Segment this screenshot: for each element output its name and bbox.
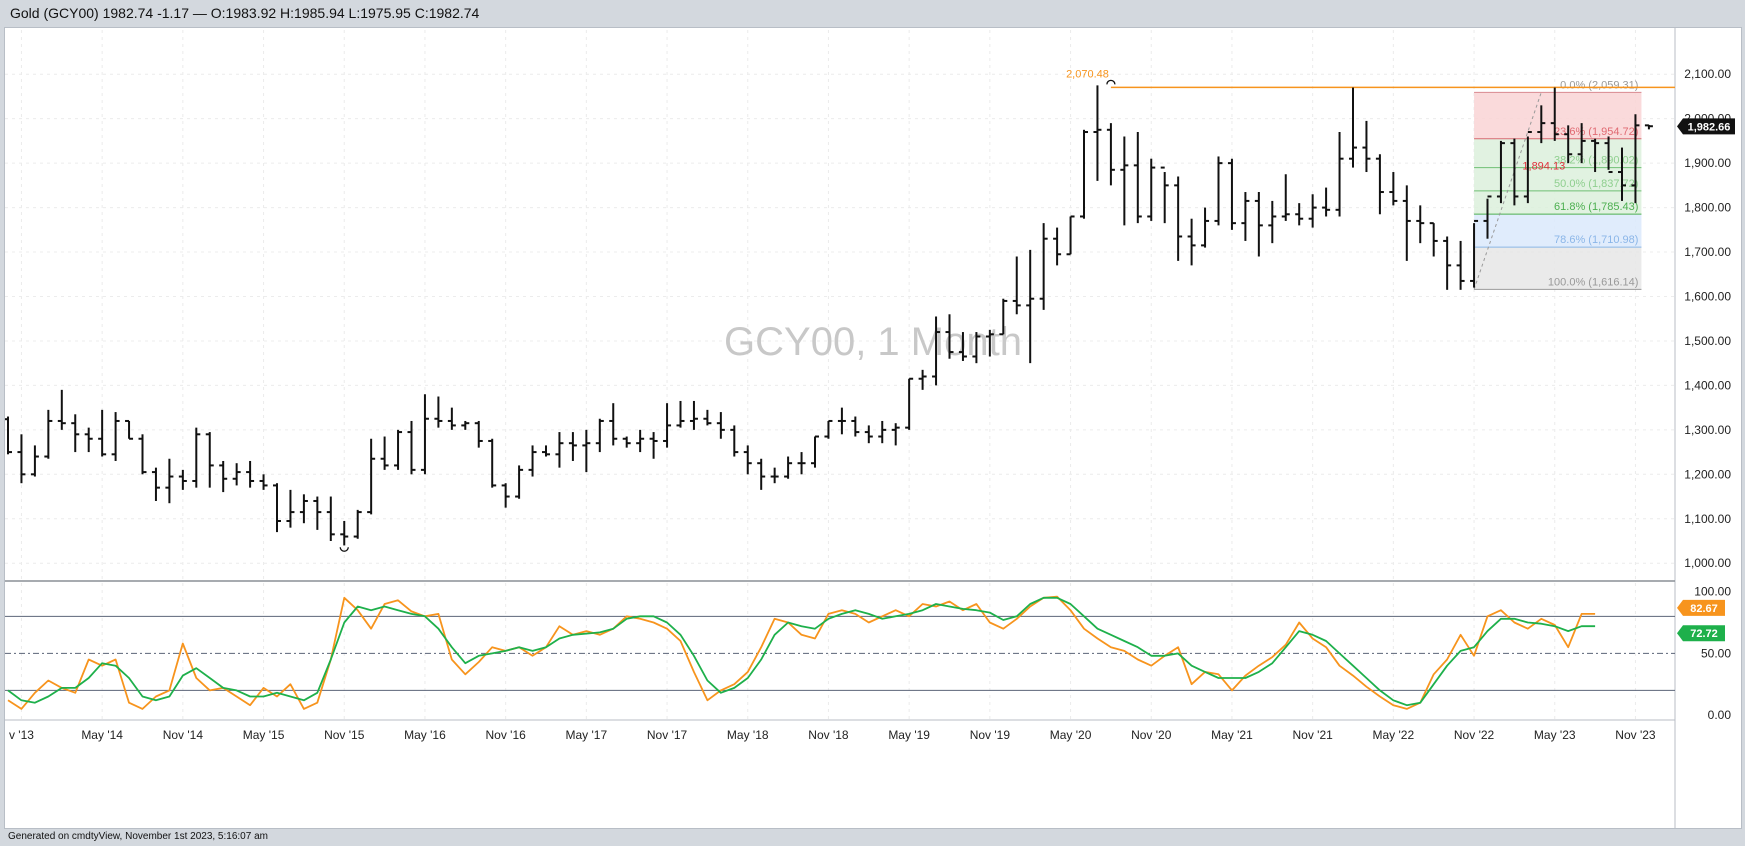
price-tick-label: 1,900.00 [1684,156,1731,170]
time-tick-label: Nov '14 [163,728,204,742]
time-tick-label: May '14 [81,728,123,742]
fib-annotation: 1,894.13 [1522,161,1565,173]
resistance-label: 2,070.48 [1066,68,1109,80]
price-tick-label: 1,000.00 [1684,556,1731,570]
last-price-label: 1,982.66 [1688,121,1731,133]
stoch-tick-label: 0.00 [1708,708,1732,722]
fib-level-label: 61.8% (1,785.43) [1554,201,1638,213]
stoch-tick-label: 100.00 [1694,585,1731,599]
time-tick-label: May '19 [888,728,930,742]
stoch-value-label: 82.67 [1690,603,1718,615]
stoch-series-orange [7,595,1596,710]
price-tick-label: 1,200.00 [1684,467,1731,481]
low-marker [339,547,349,552]
time-tick-label: May '18 [727,728,769,742]
price-tick-label: 1,400.00 [1684,378,1731,392]
stoch-series-green [7,596,1596,707]
fib-level-label: 100.0% (1,616.14) [1548,276,1639,288]
price-tick-label: 1,700.00 [1684,245,1731,259]
chart-watermark: GCY00, 1 Month [724,320,1022,364]
price-tick-label: 1,500.00 [1684,334,1731,348]
fib-zone [1474,247,1642,290]
price-tick-label: 1,100.00 [1684,512,1731,526]
fib-level-label: 38.2% (1,890.02) [1554,155,1638,167]
stoch-tick-label: 50.00 [1701,646,1731,660]
time-tick-label: Nov '16 [485,728,526,742]
chart-svg[interactable]: 1,000.00 1,100.00 1,200.00 1,300.00 1,400.00… [5,28,1741,828]
fib-level-label: 50.0% (1,837.72) [1554,178,1638,190]
time-tick-label: Nov '18 [808,728,849,742]
price-tick-label: 2,100.00 [1684,67,1731,81]
price-tick-label: 1,600.00 [1684,289,1731,303]
time-tick-label: v '13 [9,728,34,742]
fib-level-label: 23.6% (1,954.72) [1554,126,1638,138]
price-tick-label: 1,800.00 [1684,201,1731,215]
time-tick-label: May '15 [243,728,285,742]
stoch-value-tag [1677,625,1725,642]
time-tick-label: May '16 [404,728,446,742]
high-marker [1106,79,1116,85]
time-tick-label: May '22 [1373,728,1415,742]
price-tick-label: 1,300.00 [1684,423,1731,437]
time-tick-label: May '21 [1211,728,1253,742]
time-tick-label: Nov '20 [1131,728,1172,742]
time-tick-label: Nov '17 [647,728,688,742]
time-tick-label: May '20 [1050,728,1092,742]
footer-text: Generated on cmdtyView, November 1st 202… [8,831,268,842]
stoch-value-tag [1677,599,1725,616]
time-tick-label: Nov '22 [1454,728,1495,742]
time-tick-label: Nov '19 [970,728,1011,742]
fib-zone [1474,214,1642,248]
time-tick-label: Nov '21 [1292,728,1333,742]
fib-zone [1474,167,1642,191]
fib-trend-line [1473,92,1542,290]
fib-zone [1474,92,1642,139]
chart-panel[interactable]: 1,000.00 1,100.00 1,200.00 1,300.00 1,400.00… [4,27,1742,829]
time-tick-label: Nov '15 [324,728,365,742]
last-price-tag [1677,118,1735,135]
chart-title: Gold (GCY00) 1982.74 -1.17 — O:1983.92 H… [10,5,480,21]
time-tick-label: May '17 [566,728,608,742]
fib-level-label: 0.0% (2,059.31) [1560,79,1638,91]
stoch-value-label: 72.72 [1690,628,1718,640]
fib-level-label: 78.6% (1,710.98) [1554,234,1638,246]
time-tick-label: May '23 [1534,728,1576,742]
time-tick-label: Nov '23 [1615,728,1656,742]
